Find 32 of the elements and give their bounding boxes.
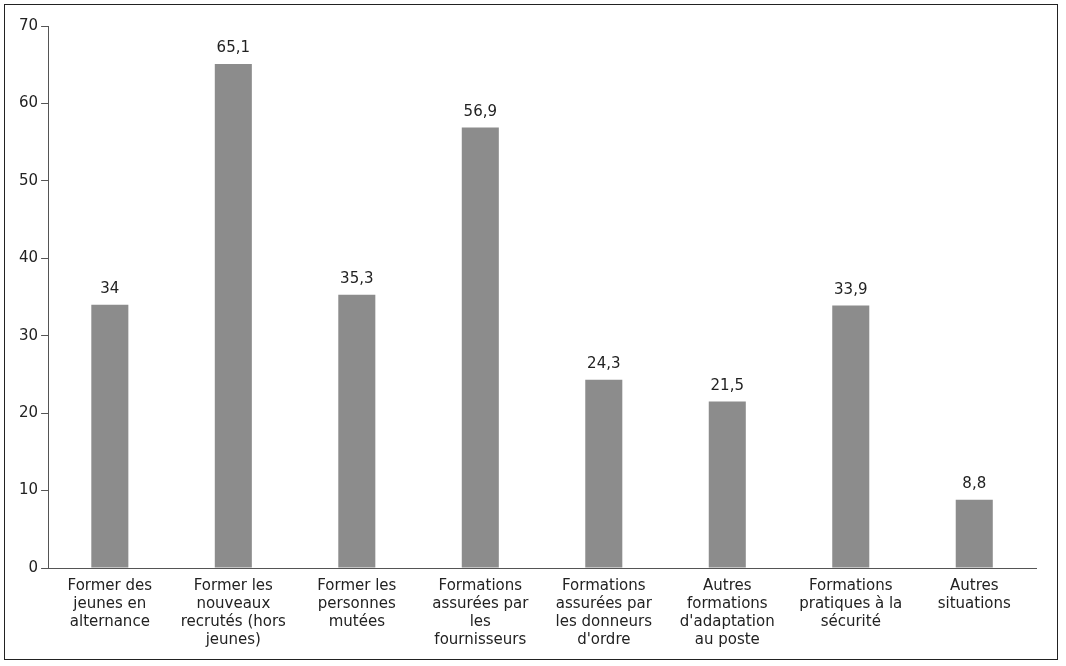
data-label: 34 — [100, 279, 120, 298]
bar — [461, 127, 499, 568]
x-tick-label: Formations assurées par les donneurs d'ordre — [555, 575, 653, 648]
bar — [708, 401, 746, 568]
data-label: 8,8 — [962, 474, 987, 493]
x-tick-label: Formations assurées par les fournisseurs — [432, 575, 530, 648]
data-label: 65,1 — [216, 38, 251, 57]
y-tick-label: 60 — [18, 93, 39, 112]
x-tick-label: Former les nouveaux recrutés (hors jeunes) — [180, 575, 287, 648]
data-label: 56,9 — [463, 101, 497, 120]
x-tick-label: Autres situations — [937, 575, 1011, 612]
bar — [214, 63, 252, 568]
y-tick-label: 40 — [18, 248, 39, 267]
data-label: 33,9 — [834, 279, 868, 298]
data-label: 21,5 — [710, 375, 744, 394]
y-tick-label: 20 — [18, 403, 39, 422]
data-label: 24,3 — [587, 354, 621, 373]
y-tick-label: 70 — [18, 15, 39, 34]
bar — [832, 305, 870, 568]
y-tick-label: 30 — [18, 325, 39, 344]
y-tick-label: 10 — [18, 480, 39, 499]
x-tick-label: Formations pratiques à la sécurité — [799, 575, 903, 630]
y-tick-label: 0 — [28, 557, 39, 576]
bar — [338, 294, 376, 568]
bar — [91, 304, 129, 568]
x-tick-label: Former des jeunes en alternance — [67, 575, 153, 630]
y-tick-label: 50 — [18, 170, 39, 189]
data-label: 35,3 — [340, 269, 374, 288]
x-tick-label: Former les personnes mutées — [317, 575, 397, 630]
bar — [585, 379, 623, 568]
bar — [955, 499, 993, 568]
x-tick-label: Autres formations d'adaptation au poste — [679, 575, 775, 648]
